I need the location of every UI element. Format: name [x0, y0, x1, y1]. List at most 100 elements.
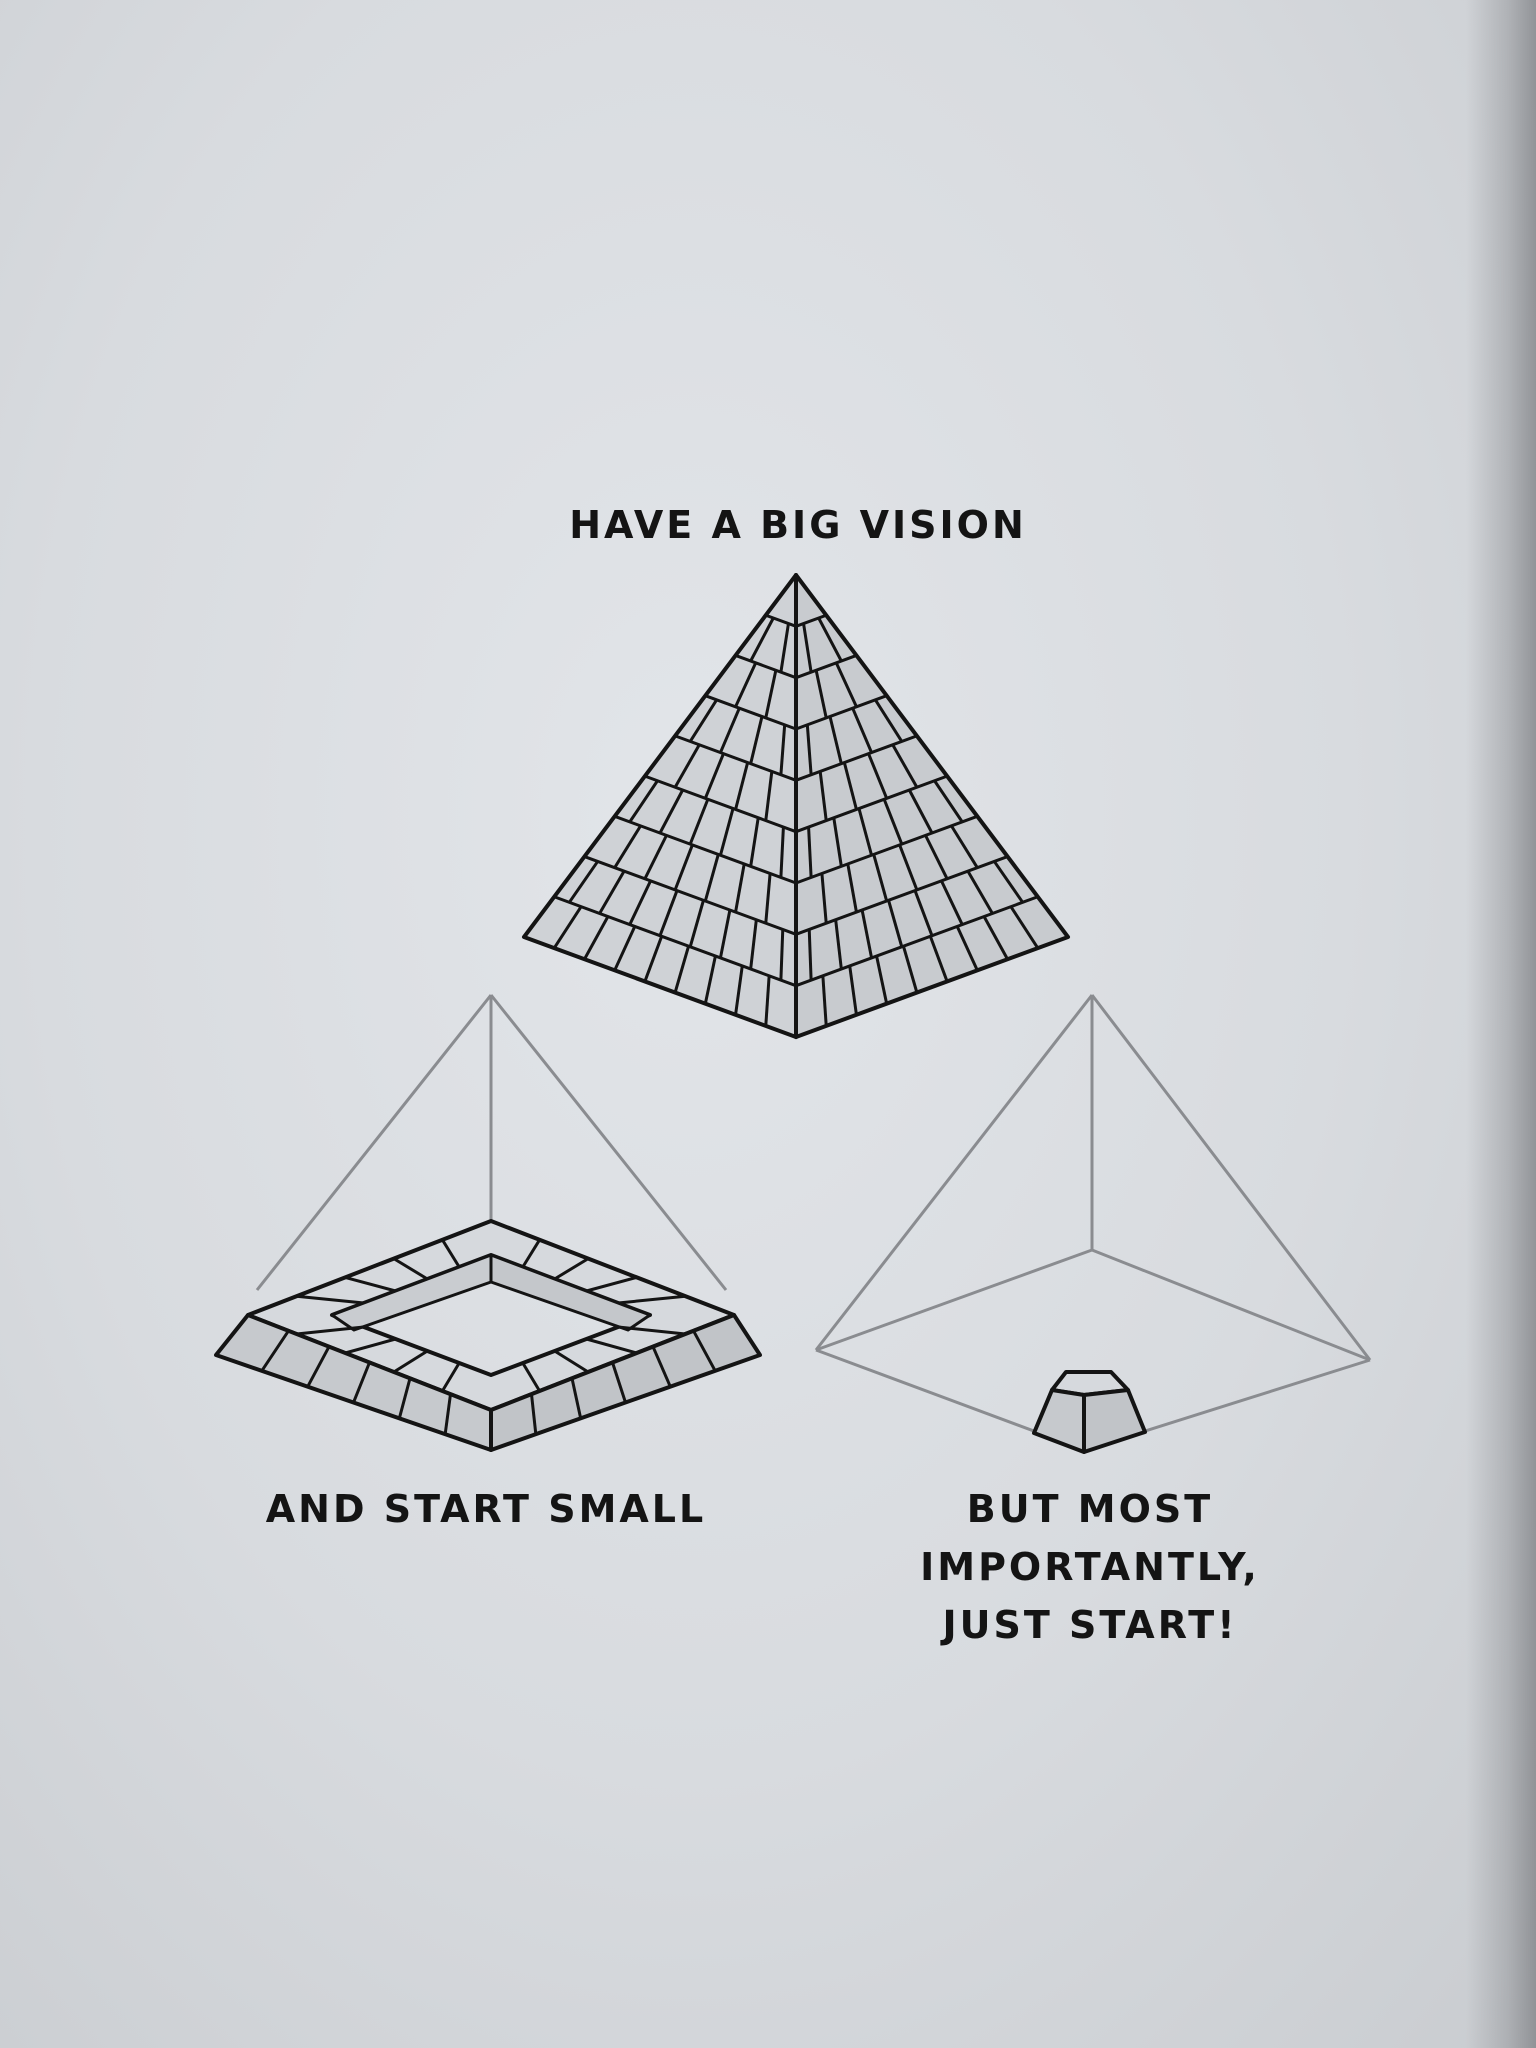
brick-line	[735, 654, 797, 680]
brick-line	[688, 899, 705, 948]
brick-line	[795, 895, 1039, 988]
caption-right-line-1: BUT MOST	[966, 1487, 1214, 1531]
brick-line	[674, 734, 797, 782]
brick-line	[795, 734, 918, 782]
brick-line	[955, 925, 979, 971]
brick-joint	[521, 1362, 541, 1392]
brick-line	[779, 724, 787, 775]
brick-line	[628, 779, 659, 823]
brick-line	[993, 860, 1024, 904]
brick-joint	[441, 1239, 461, 1268]
brick-line	[846, 863, 858, 913]
brick-line	[795, 694, 888, 731]
brick-line	[764, 873, 772, 924]
brick-line	[628, 880, 652, 926]
brick-line	[828, 716, 843, 765]
caption-left-line: AND START SMALL	[265, 1487, 707, 1531]
brick-joint	[618, 1294, 686, 1305]
brick-line	[814, 669, 828, 719]
brick-line	[704, 694, 797, 731]
brick-line	[718, 909, 732, 959]
brick-line	[598, 870, 626, 915]
brick-joint	[651, 1346, 672, 1388]
brick-joint	[443, 1393, 452, 1435]
brick-line	[902, 945, 919, 993]
brick-joint	[393, 1349, 429, 1374]
brick-joint	[570, 1378, 583, 1419]
brick-joint	[692, 1330, 717, 1372]
brick-line	[795, 855, 1009, 936]
brick-line	[807, 826, 813, 878]
brick-joint	[553, 1257, 589, 1281]
brick-line	[817, 617, 843, 662]
caption-just-start: BUT MOST IMPORTANTLY, JUST START!	[870, 1480, 1310, 1654]
brick-line	[734, 965, 744, 1015]
brick-line	[867, 753, 889, 799]
brick-joint	[260, 1330, 290, 1372]
brick-joint	[586, 1275, 638, 1293]
brick-line	[719, 707, 741, 754]
brick-line	[552, 905, 583, 949]
brick-line	[966, 870, 994, 915]
brick-line	[765, 613, 797, 628]
caption-right-line-3: JUST START!	[942, 1603, 1238, 1647]
caption-right-line-2: IMPORTANTLY,	[920, 1545, 1260, 1589]
brick-line	[933, 779, 964, 823]
brick-line	[688, 798, 710, 845]
brick-line	[802, 623, 813, 673]
brick-line	[924, 834, 949, 880]
brick-joint	[585, 1337, 638, 1355]
ring-brick-lines	[260, 1239, 717, 1435]
brick-line	[583, 855, 797, 936]
top-pyramid-right-face	[794, 573, 1070, 1039]
brick-line	[688, 699, 718, 743]
brick-joint	[441, 1362, 461, 1392]
top-pyramid-left-face	[522, 573, 798, 1039]
brick-joint	[530, 1394, 538, 1435]
brick-line	[795, 613, 827, 628]
complete-pyramid	[522, 573, 1070, 1039]
brick-line	[908, 789, 934, 834]
brick-line	[673, 744, 701, 788]
brick-line	[898, 844, 919, 891]
brick-joint	[344, 1337, 397, 1355]
brick-joint	[296, 1325, 364, 1336]
brick-line	[875, 955, 889, 1004]
brick-line	[928, 935, 949, 982]
brick-line	[703, 753, 725, 799]
brick-line	[749, 716, 764, 765]
brick-joint	[611, 1362, 627, 1403]
brick-line	[734, 863, 746, 913]
top-pyramid-brick-lines	[552, 613, 1040, 1026]
page-edge-shadow	[1466, 0, 1536, 2048]
brick-joint	[306, 1345, 331, 1388]
brick-line	[658, 789, 684, 834]
brick-line	[779, 623, 790, 673]
just-start-pyramid	[814, 994, 1372, 1454]
brick-line	[842, 762, 858, 810]
brick-line	[764, 975, 771, 1026]
brick-line	[749, 817, 760, 867]
brick-line	[1009, 905, 1040, 949]
brick-line	[764, 669, 778, 719]
brick-line	[614, 814, 797, 885]
brick-line	[832, 817, 843, 867]
brick-line	[583, 915, 610, 960]
brick-line	[703, 955, 717, 1004]
brick-joint	[553, 1349, 589, 1374]
brick-line	[749, 617, 775, 662]
single-brick	[1032, 1370, 1147, 1454]
brick-line	[874, 699, 904, 743]
caption-have-a-big-vision: HAVE A BIG VISION	[468, 496, 1128, 554]
brick-line	[779, 826, 785, 878]
ring-inner-back-right-wall	[489, 1253, 652, 1332]
brick-line	[834, 919, 843, 970]
brick-line	[734, 762, 750, 810]
start-small-pyramid	[214, 994, 762, 1452]
brick-line	[553, 895, 797, 988]
brick-line	[734, 662, 758, 708]
brick-joint	[393, 1257, 429, 1281]
brick-joint	[521, 1239, 541, 1268]
